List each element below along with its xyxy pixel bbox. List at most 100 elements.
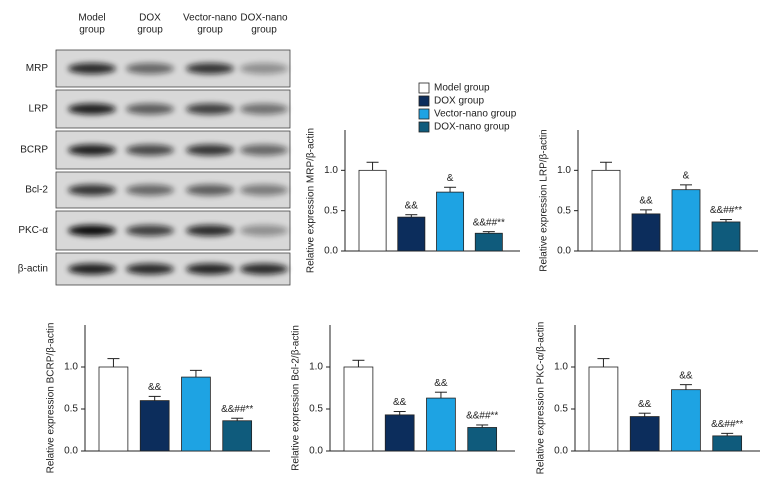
blot-column-label: Model — [78, 13, 105, 24]
y-tick-label: 0.5 — [64, 404, 78, 415]
y-tick-label: 0.5 — [554, 404, 568, 415]
blot-band — [186, 144, 234, 156]
blot-band — [240, 103, 288, 115]
y-tick-label: 0.5 — [309, 404, 323, 415]
bar — [711, 221, 741, 252]
blot-column-label: group — [79, 25, 105, 36]
blot-band — [240, 144, 288, 156]
blot-column-label: Vector-nano — [183, 13, 237, 24]
blot-band — [126, 184, 174, 196]
bar — [631, 213, 661, 252]
blot-band — [126, 103, 174, 115]
legend-swatch — [418, 121, 430, 133]
bar — [671, 389, 701, 452]
blot-band — [68, 184, 116, 196]
blot-band — [240, 184, 288, 196]
blot-column-label: group — [137, 25, 163, 36]
y-tick-label: 1.0 — [64, 362, 78, 373]
blot-row-label: β-actin — [18, 264, 48, 275]
blot-band — [68, 63, 116, 74]
bar — [629, 416, 660, 452]
annotation: && — [638, 399, 652, 410]
y-axis-label: Relative expression LRP/β-actin — [539, 129, 550, 271]
y-tick-label: 0.0 — [64, 446, 78, 457]
bar — [358, 169, 387, 252]
bar — [712, 435, 743, 452]
blot-band — [68, 225, 116, 236]
blot-band — [126, 144, 174, 156]
bar — [343, 366, 374, 452]
blot-row-label: MRP — [26, 63, 49, 74]
blot-column-label: DOX-nano — [240, 13, 288, 24]
y-axis-label: Relative expression MRP/β-actin — [306, 128, 317, 273]
bar — [181, 376, 211, 452]
y-tick-label: 1.0 — [557, 165, 571, 176]
blot-row-label: PKC-α — [18, 225, 48, 236]
bar — [222, 420, 253, 452]
blot-band — [240, 263, 288, 275]
legend-label: DOX group — [434, 96, 484, 107]
blot-band — [240, 225, 288, 236]
bar — [98, 366, 129, 452]
bar — [426, 397, 456, 452]
bar — [467, 427, 498, 452]
blot-row-label: BCRP — [20, 145, 48, 156]
blot-band — [126, 63, 174, 74]
blot-band — [186, 184, 234, 196]
annotation: && — [148, 382, 162, 393]
blot-row-label: Bcl-2 — [25, 185, 48, 196]
y-tick-label: 0.0 — [557, 246, 571, 257]
annotation: && — [639, 196, 653, 207]
blot-band — [68, 103, 116, 115]
bar — [591, 169, 621, 252]
blot-band — [68, 144, 116, 156]
annotation: && — [679, 370, 693, 381]
blot-band — [186, 63, 234, 74]
y-tick-label: 0.0 — [309, 446, 323, 457]
annotation: && — [393, 397, 407, 408]
legend-swatch — [418, 82, 430, 94]
blot-column-label: group — [197, 25, 223, 36]
y-tick-label: 0.5 — [557, 205, 571, 216]
y-axis-label: Relative expression Bcl-2/β-actin — [291, 325, 302, 471]
blot-band — [126, 225, 174, 236]
annotation: & — [683, 170, 690, 181]
bar — [436, 191, 465, 252]
annotation: && — [434, 378, 448, 389]
blot-band — [186, 263, 234, 275]
bar — [588, 366, 619, 452]
legend-label: DOX-nano group — [434, 122, 510, 133]
blot-band — [68, 263, 116, 275]
y-tick-label: 0.0 — [324, 246, 338, 257]
bar — [384, 414, 415, 452]
blot-band — [186, 225, 234, 236]
blot-row-label: LRP — [29, 104, 49, 115]
bar — [671, 189, 701, 252]
y-tick-label: 0.5 — [324, 205, 338, 216]
annotation: &&##** — [711, 419, 743, 430]
annotation: &&##** — [221, 404, 253, 415]
blot-band — [126, 263, 174, 275]
blot-band — [186, 103, 234, 115]
y-axis-label: Relative expression PKC-α/β-actin — [536, 322, 547, 475]
legend-label: Vector-nano group — [434, 109, 517, 120]
bar — [397, 216, 426, 252]
legend-label: Model group — [434, 83, 490, 94]
blot-column-label: group — [251, 25, 277, 36]
legend-swatch — [418, 95, 430, 107]
y-tick-label: 0.0 — [554, 446, 568, 457]
blot-column-label: DOX — [139, 13, 161, 24]
legend-swatch — [418, 108, 430, 120]
bar — [474, 232, 503, 252]
blot-band — [240, 63, 288, 74]
bar — [139, 400, 170, 452]
y-tick-label: 1.0 — [554, 362, 568, 373]
annotation: && — [405, 200, 419, 211]
annotation: & — [447, 173, 454, 184]
y-tick-label: 1.0 — [309, 362, 323, 373]
annotation: &&##** — [710, 205, 742, 216]
y-tick-label: 1.0 — [324, 165, 338, 176]
annotation: &&##** — [466, 411, 498, 422]
y-axis-label: Relative expression BCRP/β-actin — [46, 323, 57, 474]
